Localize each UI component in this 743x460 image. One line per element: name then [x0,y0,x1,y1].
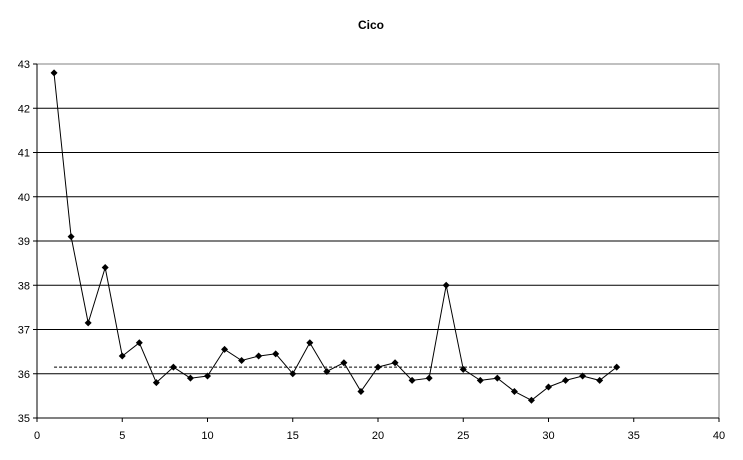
data-point [374,363,382,371]
x-tick-label: 25 [457,430,469,442]
data-point [527,396,535,404]
x-tick-label: 15 [287,430,299,442]
data-point [289,370,297,378]
x-tick-label: 35 [628,430,640,442]
y-axis: 35 36 37 38 39 40 41 42 43 [18,59,38,425]
data-point [613,363,621,371]
data-point [50,69,58,77]
data-point [340,359,348,367]
x-tick-label: 0 [34,430,40,442]
data-point [596,376,604,384]
data-point [579,372,587,380]
data-point [408,376,416,384]
data-point [545,383,552,391]
data-point [425,374,433,382]
data-point [562,376,570,384]
data-point [135,339,143,347]
data-point [101,264,109,272]
data-point [118,352,126,360]
data-point [84,319,92,327]
series-group [50,69,621,404]
y-tick-label: 39 [18,236,30,248]
x-tick-label: 40 [713,430,725,442]
data-point [272,350,280,358]
grid-lines [37,63,719,375]
data-point [391,359,399,367]
data-point [306,339,314,347]
data-point [221,345,229,353]
data-point [323,368,331,376]
x-tick-label: 10 [201,430,213,442]
y-tick-label: 35 [18,413,30,425]
y-tick-label: 40 [18,192,30,204]
y-tick-label: 43 [18,59,30,71]
data-point [459,365,467,373]
y-tick-label: 41 [18,148,30,160]
data-point [510,387,518,395]
chart-title: Cico [358,18,384,32]
y-tick-label: 37 [18,325,30,337]
data-point [169,363,177,371]
data-point [67,233,75,241]
x-axis: 0 5 10 15 20 25 30 35 40 [34,417,725,442]
data-point [204,372,211,380]
series-line [53,72,618,401]
x-tick-label: 5 [119,430,125,442]
data-point [493,374,501,382]
y-tick-label: 36 [18,369,30,381]
data-point [476,376,484,384]
y-tick-label: 42 [18,103,30,115]
x-tick-label: 30 [542,430,554,442]
data-point [238,356,246,364]
data-point [152,379,160,387]
data-point [255,352,263,360]
data-point [442,281,450,289]
x-tick-label: 20 [372,430,384,442]
y-tick-label: 38 [18,280,30,292]
data-point [186,374,194,382]
data-point [357,387,365,395]
